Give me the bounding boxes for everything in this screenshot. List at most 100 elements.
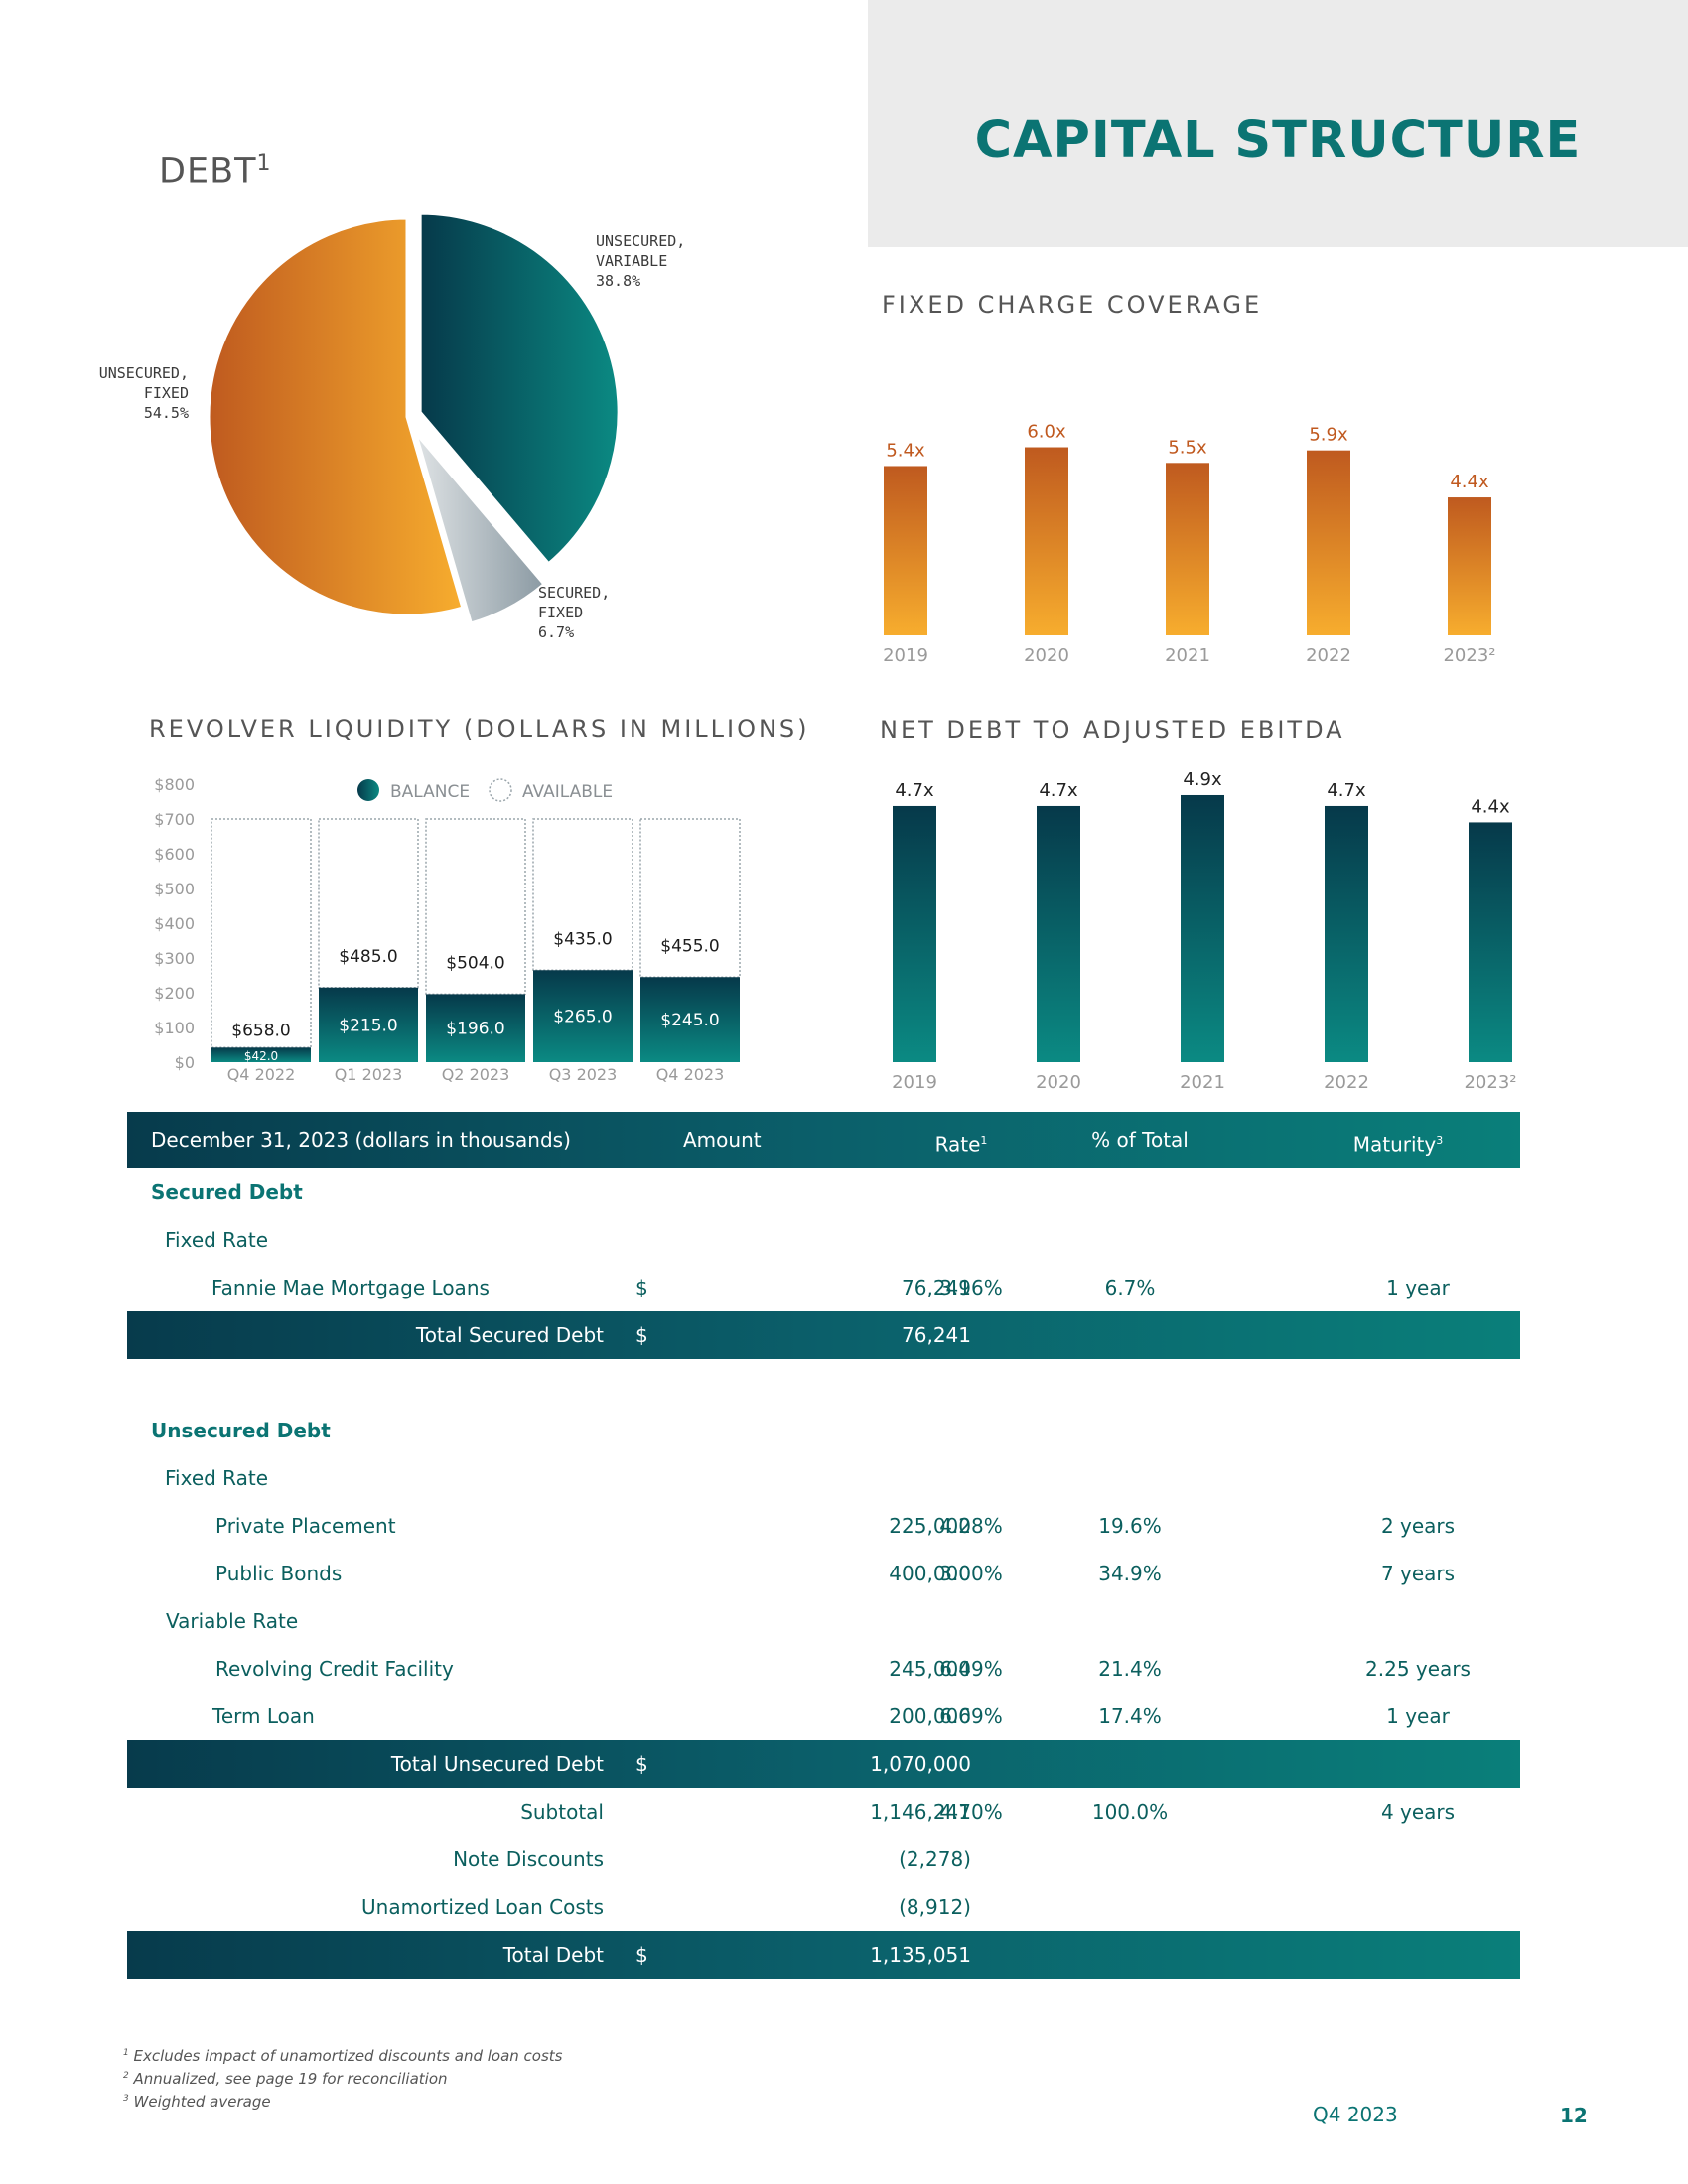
footnotes: 1 Excludes impact of unamortized discoun… <box>123 2043 562 2112</box>
bar-value-label: 4.7x <box>1039 780 1078 801</box>
term-rate: 6.69% <box>939 1705 1003 1728</box>
balance-bar <box>426 994 525 1062</box>
revolver-title: REVOLVER LIQUIDITY (DOLLARS IN MILLIONS) <box>149 715 810 743</box>
subtotal-rate: 4.70% <box>939 1800 1003 1824</box>
bar-2020 <box>1025 447 1068 635</box>
total-debt-dollar: $ <box>635 1943 648 1967</box>
private-maturity: 2 years <box>1380 1514 1456 1538</box>
category-label: 2020 <box>1024 645 1069 666</box>
total-secured-amount: 76,241 <box>902 1323 971 1347</box>
secured-fixed-rate-label: Fixed Rate <box>165 1228 269 1252</box>
available-bar <box>639 818 741 978</box>
revolving-rate: 6.49% <box>939 1657 1003 1681</box>
loan-costs-label: Unamortized Loan Costs <box>361 1895 604 1919</box>
total-unsecured-label: Total Unsecured Debt <box>390 1752 604 1776</box>
balance-value-label: $196.0 <box>446 1020 504 1039</box>
available-bar <box>425 818 526 996</box>
category-label: Q3 2023 <box>549 1065 618 1084</box>
footnote-1-marker: 1 <box>123 2048 129 2058</box>
category-label: Q1 2023 <box>335 1065 403 1084</box>
table-row-total-debt: Total Debt $ 1,135,051 <box>127 1931 1520 1979</box>
header-background <box>868 0 1688 247</box>
bar-2022 <box>1325 805 1368 1062</box>
category-label: Q4 2023 <box>656 1065 725 1084</box>
bar-2019 <box>893 805 936 1062</box>
table-row-fannie-mae: Fannie Mae Mortgage Loans $ 76,241 3.96%… <box>127 1264 1520 1311</box>
subtotal-maturity: 4 years <box>1380 1800 1456 1824</box>
balance-value-label: $265.0 <box>553 1008 612 1027</box>
footnote-2-marker: 2 <box>123 2071 129 2081</box>
category-label: 2021 <box>1180 1072 1225 1093</box>
category-label: 2019 <box>883 645 928 666</box>
table-row-secured-fixed: Fixed Rate <box>127 1216 1520 1264</box>
footnote-2-text: Annualized, see page 19 for reconciliati… <box>133 2070 448 2088</box>
fixed-charge-title: FIXED CHARGE COVERAGE <box>882 291 1263 319</box>
available-bar <box>532 818 633 971</box>
balance-value-label: $42.0 <box>244 1049 278 1063</box>
category-label: 2019 <box>892 1072 937 1093</box>
bar-2022 <box>1307 450 1350 635</box>
private-amount: 225,000 <box>889 1514 971 1538</box>
fannie-dollar: $ <box>635 1276 648 1299</box>
public-label: Public Bonds <box>215 1562 343 1585</box>
rate-header-footnote: 1 <box>980 1134 988 1147</box>
bar-2021 <box>1181 794 1224 1062</box>
debt-title-text: DEBT <box>159 151 257 192</box>
pie-slice-unsecured-fixed <box>207 216 465 617</box>
debt-chart-title: DEBT1 <box>159 151 271 192</box>
private-rate: 4.28% <box>939 1514 1003 1538</box>
unsecured-debt-heading: Unsecured Debt <box>151 1419 331 1442</box>
net-debt-title: NET DEBT TO ADJUSTED EBITDA <box>880 716 1345 744</box>
table-header-row: December 31, 2023 (dollars in thousands)… <box>127 1112 1520 1168</box>
pie-slice-unsecured-variable <box>418 211 621 566</box>
note-discounts-label: Note Discounts <box>453 1847 604 1871</box>
debt-table: December 31, 2023 (dollars in thousands)… <box>127 1112 1520 1979</box>
term-pct: 17.4% <box>1098 1705 1162 1728</box>
term-label: Term Loan <box>212 1705 315 1728</box>
available-value-label: $485.0 <box>339 947 397 967</box>
bar-2023 <box>1448 497 1491 635</box>
maturity-header-footnote: 3 <box>1436 1134 1444 1147</box>
total-unsecured-dollar: $ <box>635 1752 648 1776</box>
subtotal-pct: 100.0% <box>1091 1800 1169 1824</box>
total-unsecured-amount: 1,070,000 <box>870 1752 971 1776</box>
public-rate: 3.00% <box>939 1562 1003 1585</box>
pie-label-secured-fixed: SECURED, FIXED 6.7% <box>538 584 611 641</box>
y-tick-label: $800 <box>154 775 195 794</box>
table-spacer <box>127 1359 1520 1407</box>
footnote-1: 1 Excludes impact of unamortized discoun… <box>123 2043 562 2066</box>
table-header-maturity: Maturity3 <box>1299 1112 1497 1173</box>
term-amount: 200,000 <box>889 1705 971 1728</box>
category-label: 2020 <box>1036 1072 1081 1093</box>
fixed-charge-chart: 5.4x 2019 6.0x 2020 5.5x 2021 5.9x 2022 4.4x 2023… <box>883 422 1495 666</box>
fannie-label: Fannie Mae Mortgage Loans <box>211 1276 490 1299</box>
table-row-note-discounts: Note Discounts (2,278) <box>127 1836 1520 1883</box>
bar-value-label: 4.4x <box>1471 796 1510 817</box>
subtotal-amount: 1,146,241 <box>870 1800 971 1824</box>
fannie-amount: 76,241 <box>902 1276 971 1299</box>
loan-costs-amount: (8,912) <box>899 1895 971 1919</box>
balance-value-label: $245.0 <box>660 1011 719 1030</box>
total-secured-dollar: $ <box>635 1323 648 1347</box>
debt-title-footnote: 1 <box>256 151 272 176</box>
debt-pie-chart <box>207 211 621 625</box>
footnote-3-marker: 3 <box>123 2094 129 2104</box>
y-tick-label: $700 <box>154 810 195 829</box>
y-tick-label: $0 <box>175 1053 195 1072</box>
table-row-secured-heading: Secured Debt <box>127 1168 1520 1216</box>
bar-2021 <box>1166 463 1209 635</box>
bar-value-label: 5.9x <box>1309 425 1348 446</box>
table-row-public-bonds: Public Bonds 400,000 3.00% 34.9% 7 years <box>127 1550 1520 1597</box>
unsecured-variable-rate-label: Variable Rate <box>166 1609 299 1633</box>
available-value-label: $658.0 <box>231 1021 290 1040</box>
footnote-3-text: Weighted average <box>133 2093 271 2111</box>
bar-2019 <box>884 466 927 635</box>
balance-bar <box>640 977 740 1062</box>
category-label: 2022 <box>1306 645 1351 666</box>
total-debt-amount: 1,135,051 <box>870 1943 971 1967</box>
category-label: Q4 2022 <box>227 1065 296 1084</box>
bar-2023 <box>1469 822 1512 1062</box>
public-pct: 34.9% <box>1098 1562 1162 1585</box>
bar-value-label: 6.0x <box>1027 422 1066 443</box>
y-tick-label: $500 <box>154 880 195 898</box>
